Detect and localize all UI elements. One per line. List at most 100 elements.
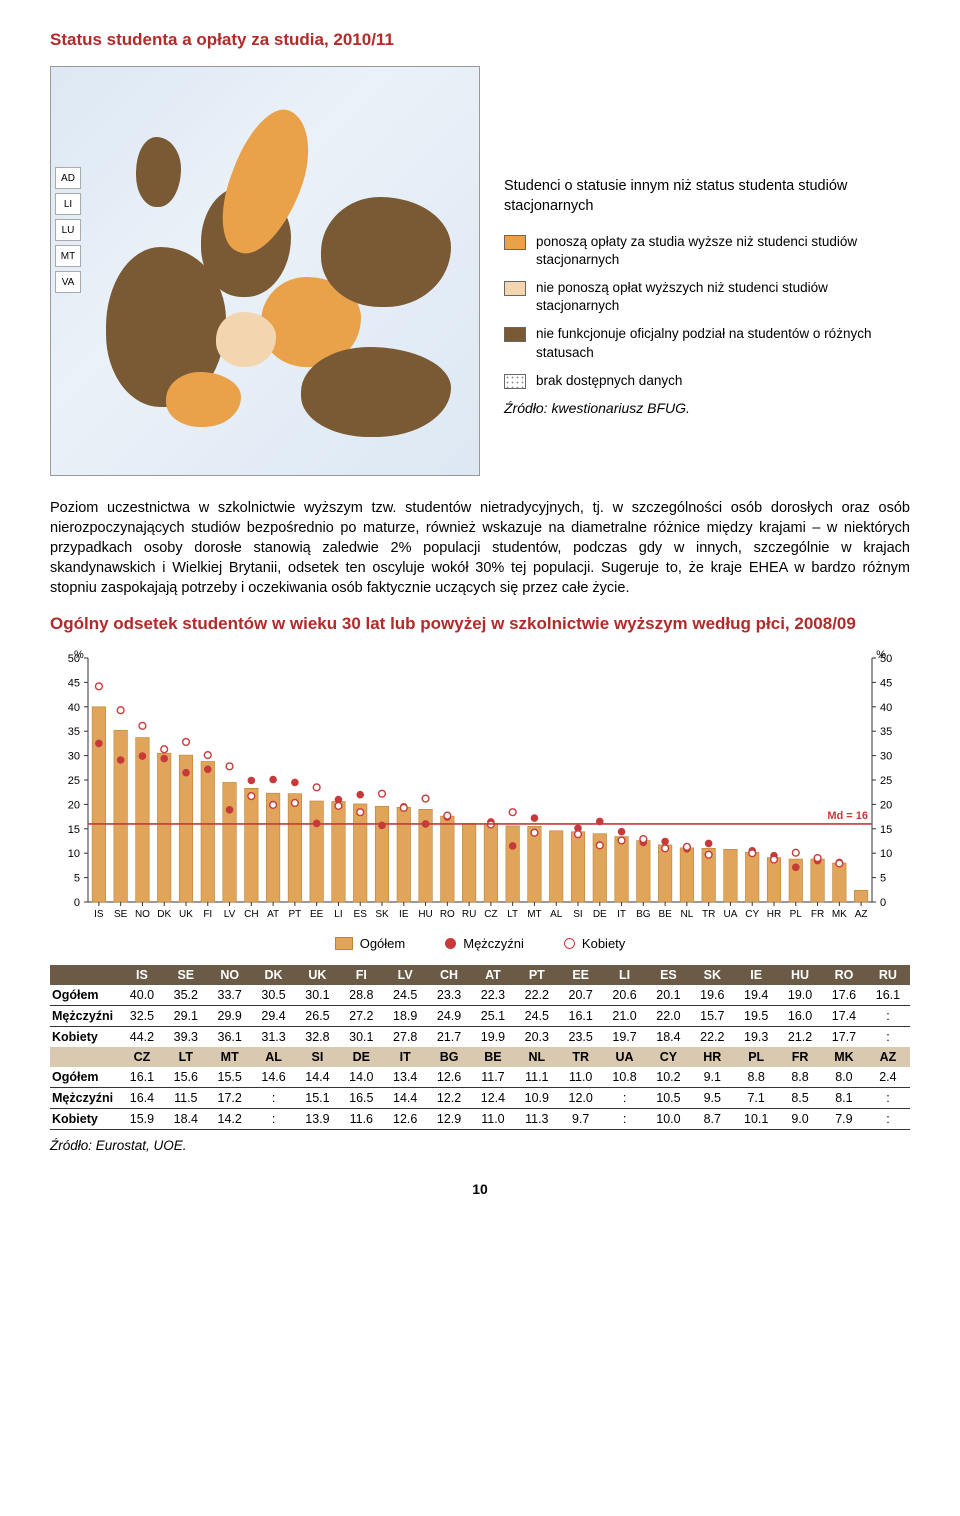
legend-row: brak dostępnych danych — [504, 372, 904, 390]
svg-text:FI: FI — [203, 909, 212, 920]
table-header: AL — [252, 1047, 296, 1067]
table-row: Mężczyźni32.529.129.929.426.527.218.924.… — [50, 1006, 910, 1027]
svg-text:20: 20 — [68, 799, 80, 811]
legend-text: ponoszą opłaty za studia wyższe niż stud… — [536, 233, 904, 269]
table-header: BE — [471, 1047, 515, 1067]
legend-row: nie ponoszą opłat wyższych niż studenci … — [504, 279, 904, 315]
svg-text:LV: LV — [224, 909, 236, 920]
map-legend-title: Studenci o statusie innym niż status stu… — [504, 176, 904, 217]
svg-text:IS: IS — [94, 909, 104, 920]
legend-row: nie funkcjonuje oficjalny podział na stu… — [504, 325, 904, 361]
table-row: Kobiety15.918.414.2:13.911.612.612.911.0… — [50, 1109, 910, 1130]
table-header: EE — [559, 965, 603, 985]
svg-text:AZ: AZ — [855, 909, 868, 920]
map-side-label: AD — [55, 167, 81, 189]
svg-text:AL: AL — [550, 909, 563, 920]
legend-swatch — [504, 327, 526, 342]
svg-text:40: 40 — [880, 702, 892, 714]
svg-text:0: 0 — [74, 897, 80, 909]
svg-text:5: 5 — [74, 873, 80, 885]
svg-text:10: 10 — [880, 848, 892, 860]
svg-text:15: 15 — [68, 824, 80, 836]
chart-legend: Ogółem Mężczyźni Kobiety — [50, 936, 910, 951]
bar-chart: 0055101015152020252530303535404045455050… — [50, 650, 910, 930]
svg-text:0: 0 — [880, 897, 886, 909]
page-title: Status studenta a opłaty za studia, 2010… — [50, 30, 910, 50]
table-header: RU — [866, 965, 910, 985]
table-source: Źródło: Eurostat, UOE. — [50, 1138, 910, 1153]
svg-text:SI: SI — [573, 909, 582, 920]
svg-text:35: 35 — [880, 726, 892, 738]
table-header: SK — [690, 965, 734, 985]
legend-male: Mężczyźni — [463, 936, 524, 951]
chart-title: Ogólny odsetek studentów w wieku 30 lat … — [50, 614, 910, 634]
data-table: ISSENODKUKFILVCHATPTEELIESSKIEHURORUOgół… — [50, 965, 910, 1130]
map-side-label: MT — [55, 245, 81, 267]
table-row: Mężczyźni16.411.517.2:15.116.514.412.212… — [50, 1088, 910, 1109]
table-header: DE — [339, 1047, 383, 1067]
table-header: UK — [296, 965, 340, 985]
table-header: IS — [120, 965, 164, 985]
svg-text:CH: CH — [244, 909, 258, 920]
table-header: AZ — [866, 1047, 910, 1067]
svg-text:RO: RO — [440, 909, 455, 920]
table-header: PT — [515, 965, 559, 985]
legend-text: nie funkcjonuje oficjalny podział na stu… — [536, 325, 904, 361]
table-header: MT — [208, 1047, 252, 1067]
legend-swatch — [504, 281, 526, 296]
table-header: TR — [559, 1047, 603, 1067]
svg-text:IT: IT — [617, 909, 626, 920]
svg-text:40: 40 — [68, 702, 80, 714]
table-header: CY — [647, 1047, 691, 1067]
svg-text:ES: ES — [354, 909, 368, 920]
legend-row: ponoszą opłaty za studia wyższe niż stud… — [504, 233, 904, 269]
legend-female: Kobiety — [582, 936, 625, 951]
map-side-label: VA — [55, 271, 81, 293]
legend-swatch — [504, 374, 526, 389]
table-header: HR — [690, 1047, 734, 1067]
svg-text:BE: BE — [658, 909, 672, 920]
svg-text:FR: FR — [811, 909, 824, 920]
svg-text:Md = 16: Md = 16 — [827, 810, 868, 822]
svg-text:MT: MT — [527, 909, 541, 920]
svg-text:UK: UK — [179, 909, 193, 920]
table-header: LV — [383, 965, 427, 985]
svg-text:20: 20 — [880, 799, 892, 811]
map-source: Źródło: kwestionariusz BFUG. — [504, 400, 904, 416]
table-header: LI — [603, 965, 647, 985]
table-row: Ogółem16.115.615.514.614.414.013.412.611… — [50, 1067, 910, 1088]
table-header: IE — [734, 965, 778, 985]
svg-text:30: 30 — [68, 751, 80, 763]
svg-text:NL: NL — [680, 909, 693, 920]
legend-text: brak dostępnych danych — [536, 372, 682, 390]
svg-text:IE: IE — [399, 909, 409, 920]
svg-text:DK: DK — [157, 909, 171, 920]
svg-text:5: 5 — [880, 873, 886, 885]
svg-text:SE: SE — [114, 909, 128, 920]
table-header: BG — [427, 1047, 471, 1067]
svg-text:AT: AT — [267, 909, 279, 920]
table-header: NO — [208, 965, 252, 985]
svg-text:45: 45 — [68, 677, 80, 689]
svg-text:HU: HU — [418, 909, 432, 920]
svg-text:MK: MK — [832, 909, 847, 920]
table-header: LT — [164, 1047, 208, 1067]
svg-text:UA: UA — [723, 909, 737, 920]
table-header: FI — [339, 965, 383, 985]
svg-text:PT: PT — [288, 909, 301, 920]
map-section: AD LI LU MT VA Studenci o statusie innym niż… — [50, 66, 910, 476]
svg-text:30: 30 — [880, 751, 892, 763]
page-number: 10 — [50, 1181, 910, 1197]
svg-text:10: 10 — [68, 848, 80, 860]
svg-text:TR: TR — [702, 909, 715, 920]
svg-text:HR: HR — [767, 909, 781, 920]
table-header: CH — [427, 965, 471, 985]
svg-text:DE: DE — [593, 909, 607, 920]
svg-text:CY: CY — [745, 909, 759, 920]
map-side-label: LU — [55, 219, 81, 241]
svg-text:BG: BG — [636, 909, 651, 920]
body-paragraph: Poziom uczestnictwa w szkolnictwie wyższ… — [50, 498, 910, 598]
map-side-label: LI — [55, 193, 81, 215]
svg-text:SK: SK — [375, 909, 389, 920]
table-header: ES — [647, 965, 691, 985]
